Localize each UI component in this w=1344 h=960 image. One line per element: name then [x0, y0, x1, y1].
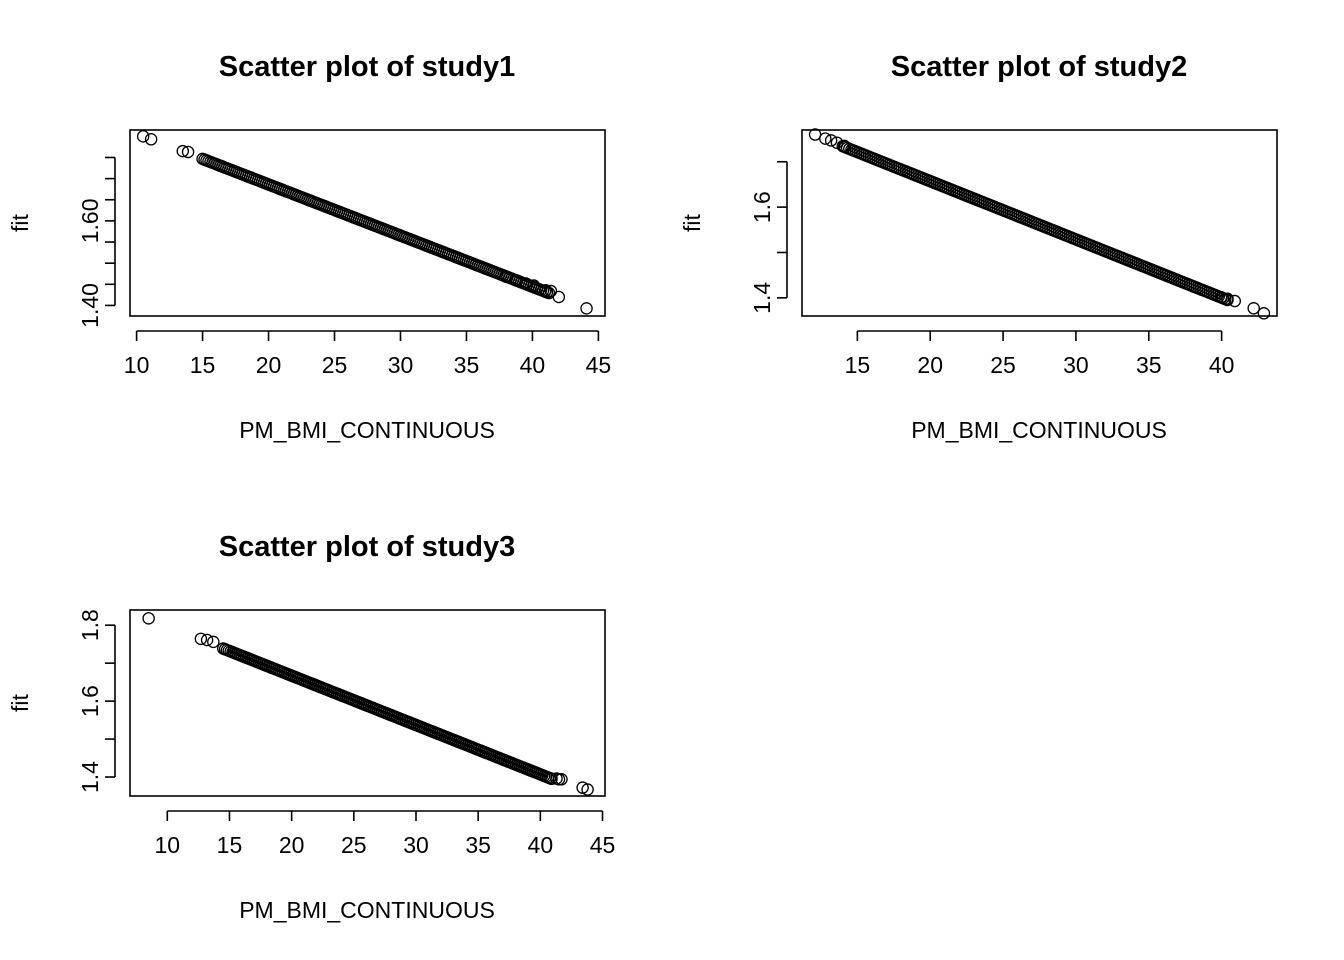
data-point	[544, 284, 558, 298]
data-point	[1215, 291, 1228, 304]
data-point	[144, 133, 158, 146]
plot-frame	[129, 609, 606, 797]
x-tick-label: 15	[845, 352, 871, 378]
data-point	[580, 302, 593, 315]
data-point	[1221, 292, 1234, 306]
data-point	[824, 134, 838, 147]
x-tick-label: 40	[528, 832, 554, 858]
y-tick-label: 1.4	[77, 761, 103, 793]
chart-title: Scatter plot of study1	[219, 51, 516, 83]
y-tick-label: 1.6	[749, 191, 775, 223]
x-tick-label: 20	[256, 352, 282, 378]
x-tick-label: 20	[279, 832, 305, 858]
data-points	[136, 130, 593, 315]
x-tick-label: 40	[520, 352, 546, 378]
data-point	[181, 145, 195, 159]
x-tick-label: 10	[124, 352, 150, 378]
x-tick-label: 20	[917, 352, 943, 378]
data-point	[200, 633, 214, 647]
data-point	[527, 279, 541, 292]
data-point	[838, 139, 851, 153]
data-points	[808, 128, 1271, 320]
data-point	[194, 632, 208, 646]
x-axis-label: PM_BMI_CONTINUOUS	[239, 897, 495, 923]
x-tick-label: 35	[454, 352, 480, 378]
x-axis-label: PM_BMI_CONTINUOUS	[239, 417, 495, 443]
scatter-panel-study2: Scatter plot of study2 PM_BMI_CONTINUOUS…	[679, 51, 1278, 443]
y-tick-label: 1.40	[77, 283, 103, 328]
x-tick-label: 40	[1209, 352, 1235, 378]
axes: 10 15 20 25 30 35 40 45 1.4 1.6 1.8	[77, 609, 615, 858]
data-point	[176, 144, 190, 158]
chart-title: Scatter plot of study3	[219, 531, 516, 563]
chart-title: Scatter plot of study2	[891, 51, 1188, 83]
y-tick-label: 1.6	[77, 685, 103, 717]
data-point	[830, 136, 844, 149]
data-point	[819, 132, 832, 145]
x-tick-label: 30	[388, 352, 414, 378]
x-tick-label: 35	[465, 832, 491, 858]
data-point	[539, 283, 552, 297]
y-axis-label: fit	[7, 213, 33, 232]
data-point	[142, 612, 155, 625]
x-tick-label: 10	[155, 832, 181, 858]
scatter-panel-study1: Scatter plot of study1 PM_BMI_CONTINUOUS…	[7, 51, 611, 443]
scatter-panel-study3: Scatter plot of study3 PM_BMI_CONTINUOUS…	[7, 531, 615, 923]
axes: 15 20 25 30 35 40 1.4 1.6	[749, 129, 1278, 378]
x-tick-label: 45	[590, 832, 616, 858]
x-tick-label: 35	[1136, 352, 1162, 378]
data-point	[555, 773, 568, 786]
x-tick-label: 25	[322, 352, 348, 378]
x-tick-label: 15	[190, 352, 216, 378]
y-axis-label: fit	[7, 693, 33, 712]
data-point	[519, 277, 533, 290]
data-point	[552, 290, 566, 304]
data-point	[545, 772, 558, 786]
x-tick-label: 30	[403, 832, 429, 858]
data-point	[1228, 294, 1242, 308]
y-tick-label: 1.4	[749, 282, 775, 314]
data-point	[1247, 302, 1260, 315]
axes: 10 15 20 25 30 35 40 45 1.40 1.60	[77, 129, 612, 378]
data-points	[142, 612, 594, 796]
x-tick-label: 25	[990, 352, 1016, 378]
x-tick-label: 30	[1063, 352, 1089, 378]
x-axis-label: PM_BMI_CONTINUOUS	[911, 417, 1167, 443]
plot-frame	[129, 129, 606, 317]
data-point	[1257, 307, 1271, 320]
x-tick-label: 25	[341, 832, 367, 858]
plot-frame	[801, 129, 1278, 317]
x-tick-label: 45	[586, 352, 612, 378]
data-point	[510, 274, 523, 287]
y-axis-label: fit	[679, 213, 705, 232]
data-point	[207, 635, 220, 649]
x-tick-label: 15	[217, 832, 243, 858]
y-tick-label: 1.60	[77, 199, 103, 244]
y-tick-label: 1.8	[77, 609, 103, 641]
data-point	[581, 783, 594, 796]
